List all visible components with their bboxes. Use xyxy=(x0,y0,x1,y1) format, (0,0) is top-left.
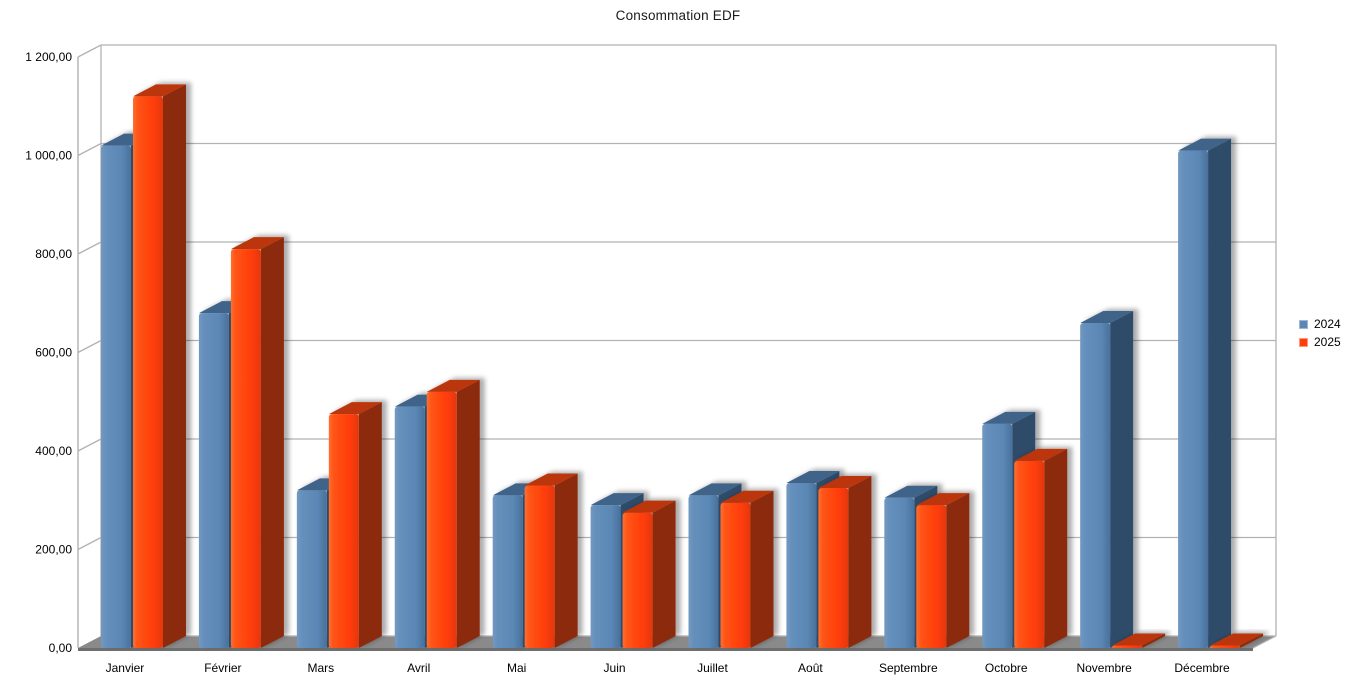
x-category-label: Mai xyxy=(507,661,526,675)
bar-2025-juin xyxy=(622,500,676,648)
bar-2025-juillet xyxy=(720,490,774,648)
x-category-label: Septembre xyxy=(879,661,938,675)
x-category-label: Août xyxy=(798,661,823,675)
bar-2025-août xyxy=(818,475,872,648)
y-tick-label: 1 000,00 xyxy=(25,149,72,163)
legend-swatch-2024 xyxy=(1299,320,1308,329)
x-category-label: Janvier xyxy=(106,661,145,675)
y-tick-label: 200,00 xyxy=(35,543,72,557)
gridline-leftwall xyxy=(77,438,102,452)
chart-title: Consommation EDF xyxy=(615,8,741,23)
x-category-label: Décembre xyxy=(1174,661,1230,675)
bar-2025-janvier xyxy=(133,84,186,648)
y-tick-label: 0,00 xyxy=(49,641,73,655)
chart-legend: 2024 2025 xyxy=(1299,317,1341,349)
gridline-leftwall xyxy=(77,536,102,551)
gridline-leftwall xyxy=(77,142,102,157)
bar-2025-septembre xyxy=(916,493,970,648)
x-category-label: Avril xyxy=(407,661,430,675)
y-tick-label: 800,00 xyxy=(35,247,72,261)
gridline-leftwall xyxy=(77,339,102,354)
edge-top-left xyxy=(77,44,102,58)
bar-2025-mars xyxy=(328,402,382,648)
bar-2025-décembre xyxy=(1210,633,1264,648)
x-category-label: Mars xyxy=(307,661,334,675)
x-category-label: Octobre xyxy=(985,661,1028,675)
legend-item-2024: 2024 xyxy=(1299,317,1341,331)
x-category-label: Novembre xyxy=(1076,661,1132,675)
bar-2024-novembre xyxy=(1080,310,1134,648)
bar-2025-novembre xyxy=(1112,633,1166,648)
y-tick-label: 400,00 xyxy=(35,444,72,458)
bar-2025-avril xyxy=(426,379,480,648)
x-category-label: Juillet xyxy=(697,661,728,675)
y-tick-label: 600,00 xyxy=(35,346,72,360)
y-tick-label: 1 200,00 xyxy=(25,50,72,64)
legend-label-2025: 2025 xyxy=(1314,335,1341,349)
edge-floor-right xyxy=(1252,635,1277,649)
legend-label-2024: 2024 xyxy=(1314,317,1341,331)
legend-swatch-2025 xyxy=(1299,338,1308,347)
x-category-label: Juin xyxy=(604,661,626,675)
floor xyxy=(78,636,1276,648)
x-category-label: Février xyxy=(204,661,241,675)
gridline-leftwall xyxy=(77,241,102,255)
bar-2025-mai xyxy=(524,473,578,648)
bar-2024-décembre xyxy=(1178,138,1232,648)
bar-2025-février xyxy=(230,237,284,648)
floor-front-edge xyxy=(78,648,1253,651)
bar-2025-octobre xyxy=(1014,448,1068,648)
legend-item-2025: 2025 xyxy=(1299,335,1341,349)
